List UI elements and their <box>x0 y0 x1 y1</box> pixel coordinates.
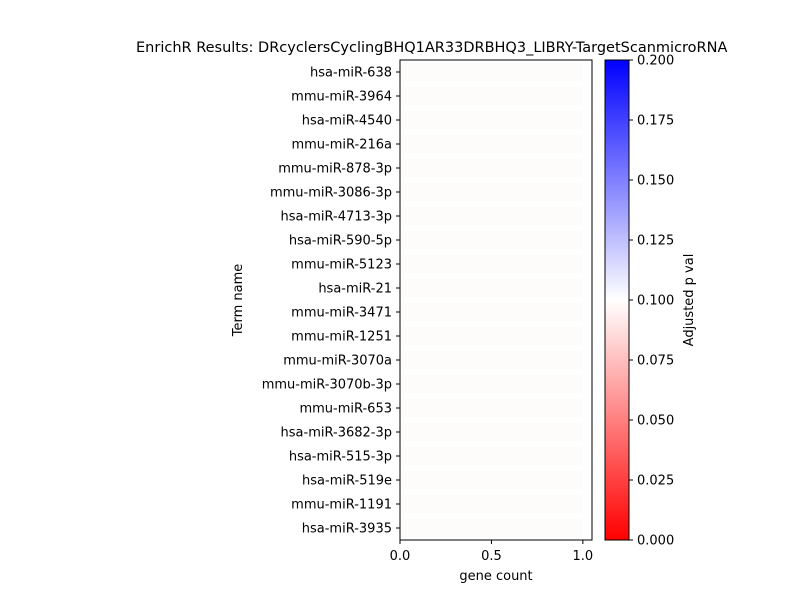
colorbar <box>604 59 630 541</box>
y-tick-label: hsa-miR-3935 <box>302 522 392 537</box>
y-tick-label: hsa-miR-21 <box>318 282 392 297</box>
colorbar-tick-label: 0.200 <box>637 54 674 69</box>
bar <box>400 374 583 394</box>
bar <box>400 518 583 538</box>
bar <box>400 110 583 130</box>
y-tick-label: mmu-miR-878-3p <box>278 162 392 177</box>
bar <box>400 278 583 298</box>
bar <box>400 134 583 154</box>
bar <box>400 470 583 490</box>
y-axis: hsa-miR-638 mmu-miR-3964 hsa-miR-4540 mmu-m… <box>262 66 400 537</box>
y-tick-label: mmu-miR-5123 <box>291 258 392 273</box>
y-tick-label: mmu-miR-653 <box>299 402 392 417</box>
y-tick-label: hsa-miR-4713-3p <box>281 210 392 225</box>
colorbar-label: Adjusted p val <box>682 254 697 347</box>
bar <box>400 422 583 442</box>
bar <box>400 302 583 322</box>
y-tick-label: mmu-miR-1251 <box>291 330 392 345</box>
y-tick-label: hsa-miR-4540 <box>302 114 392 129</box>
bar <box>400 398 583 418</box>
y-tick-label: hsa-miR-638 <box>310 66 392 81</box>
y-tick-label: mmu-miR-216a <box>291 138 392 153</box>
y-tick-label: hsa-miR-515-3p <box>289 450 392 465</box>
colorbar-axis: 0.000 0.025 0.050 0.075 0.100 0.125 0.150 0.175… <box>629 54 674 549</box>
bar <box>400 158 583 178</box>
bar <box>400 326 583 346</box>
y-tick-label: mmu-miR-1191 <box>291 498 392 513</box>
bar <box>400 86 583 106</box>
y-tick-label: mmu-miR-3471 <box>291 306 392 321</box>
y-axis-label: Term name <box>231 264 246 338</box>
colorbar-tick-label: 0.025 <box>637 474 674 489</box>
x-axis-label: gene count <box>459 569 532 584</box>
x-tick-label: 0.0 <box>390 549 411 564</box>
x-axis: 0.0 0.5 1.0 <box>390 540 594 564</box>
bar <box>400 230 583 250</box>
bar <box>400 494 583 514</box>
colorbar-tick-label: 0.075 <box>637 354 674 369</box>
y-tick-label: mmu-miR-3086-3p <box>270 186 392 201</box>
chart-title: EnrichR Results: DRcyclersCyclingBHQ1AR3… <box>136 40 727 56</box>
colorbar-tick-label: 0.175 <box>637 114 674 129</box>
x-tick-label: 1.0 <box>573 549 594 564</box>
y-tick-label: hsa-miR-3682-3p <box>281 426 392 441</box>
bar <box>400 446 583 466</box>
bar <box>400 182 583 202</box>
y-tick-label: hsa-miR-519e <box>302 474 392 489</box>
y-tick-label: mmu-miR-3070b-3p <box>262 378 392 393</box>
bar <box>400 206 583 226</box>
colorbar-tick-label: 0.100 <box>637 294 674 309</box>
bar <box>400 62 583 82</box>
y-tick-label: mmu-miR-3964 <box>291 90 392 105</box>
colorbar-tick-label: 0.000 <box>637 534 674 549</box>
bar <box>400 254 583 274</box>
bar <box>400 350 583 370</box>
plot-frame <box>399 59 593 541</box>
colorbar-tick-label: 0.125 <box>637 234 674 249</box>
y-tick-label: mmu-miR-3070a <box>283 354 392 369</box>
x-tick-label: 0.5 <box>481 549 502 564</box>
y-tick-label: hsa-miR-590-5p <box>289 234 392 249</box>
colorbar-tick-label: 0.050 <box>637 414 674 429</box>
colorbar-tick-label: 0.150 <box>637 174 674 189</box>
plot-area <box>400 62 583 538</box>
